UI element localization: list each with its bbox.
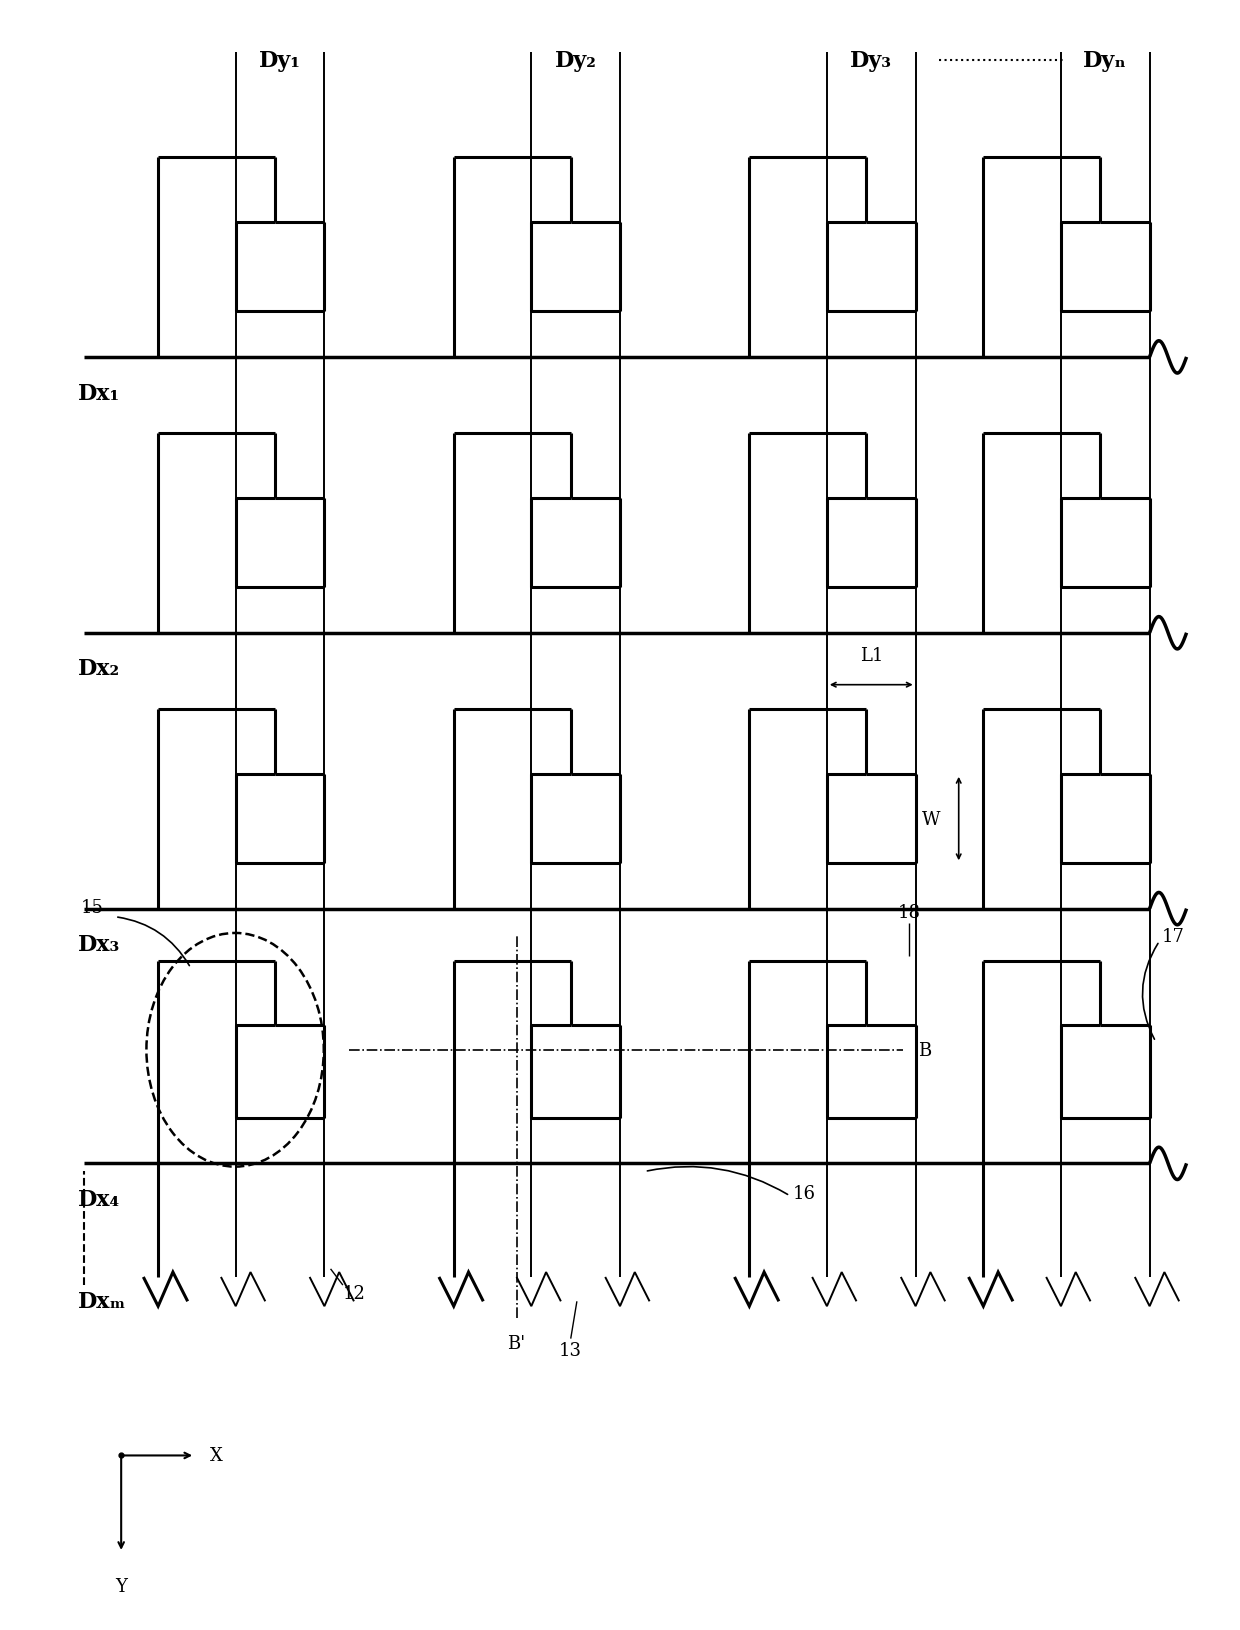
Text: X: X <box>210 1446 223 1464</box>
Text: 13: 13 <box>559 1341 583 1359</box>
Text: 17: 17 <box>1162 927 1184 945</box>
FancyArrowPatch shape <box>118 918 190 967</box>
Text: 18: 18 <box>898 903 921 921</box>
Text: B: B <box>918 1042 931 1060</box>
FancyArrowPatch shape <box>1142 944 1158 1040</box>
FancyArrowPatch shape <box>647 1167 787 1195</box>
Text: B': B' <box>507 1333 526 1351</box>
Text: L1: L1 <box>859 647 883 665</box>
Text: Dx₄: Dx₄ <box>78 1188 120 1211</box>
Text: Dy₁: Dy₁ <box>259 51 301 72</box>
Text: Dx₁: Dx₁ <box>78 383 120 404</box>
Text: Dyₙ: Dyₙ <box>1084 51 1127 72</box>
Text: Dxₘ: Dxₘ <box>78 1291 126 1312</box>
Text: Y: Y <box>115 1578 128 1596</box>
Text: 12: 12 <box>343 1284 366 1302</box>
Text: 15: 15 <box>81 898 103 916</box>
Text: Dx₂: Dx₂ <box>78 659 120 680</box>
Text: W: W <box>923 810 941 828</box>
Text: Dy₃: Dy₃ <box>851 51 893 72</box>
Text: 16: 16 <box>792 1183 816 1201</box>
Text: Dx₃: Dx₃ <box>78 934 120 955</box>
Text: Dy₂: Dy₂ <box>554 51 596 72</box>
